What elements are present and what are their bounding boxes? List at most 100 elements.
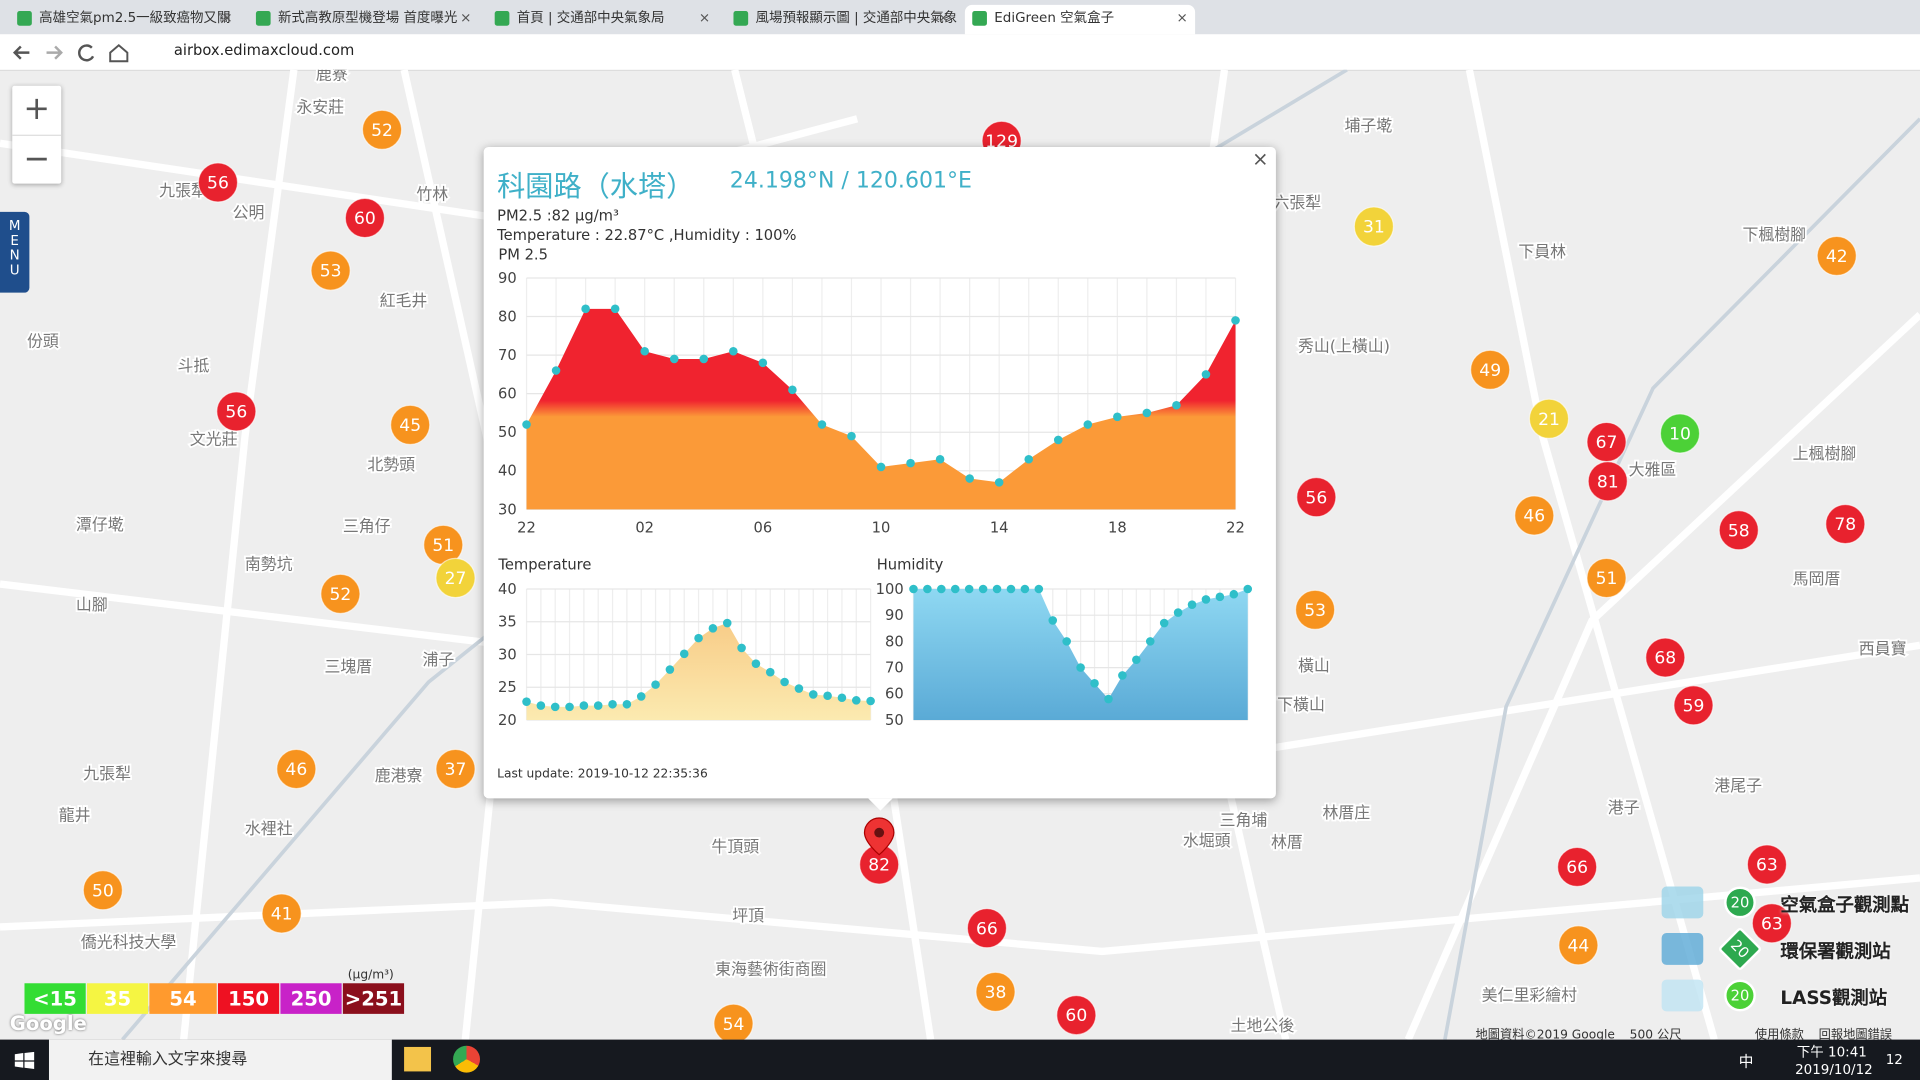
data-point [758,358,768,368]
station-marker[interactable]: 41 [261,893,302,934]
station-marker[interactable]: 63 [1751,903,1793,944]
marker-value: 60 [354,209,376,229]
data-point [1020,584,1030,594]
app-icon[interactable] [453,1045,481,1073]
nav-buttons[interactable] [10,42,132,64]
notification-count[interactable]: 12 [1885,1051,1903,1068]
marker-dot [1673,685,1714,726]
station-marker[interactable]: 38 [975,971,1016,1013]
data-point [992,584,1002,594]
station-marker[interactable]: 52 [320,573,361,615]
tab-close: × [1176,9,1188,26]
marker-value: 54 [723,1015,745,1035]
data-point [935,454,945,464]
google-logo: Google [9,1011,87,1035]
zoom-out[interactable]: − [12,134,62,185]
station-marker[interactable]: 49 [1470,349,1511,391]
data-point [1215,592,1225,602]
browser-tab[interactable]: 新式高教原型機登場 首度曝光 × [249,5,479,34]
start-button[interactable] [14,1051,35,1069]
station-marker[interactable]: 46 [1514,495,1555,536]
y-tick-label: 70 [498,347,517,364]
place-label: 土地公後 [1231,1016,1295,1035]
station-marker[interactable]: 46 [276,748,317,790]
marker-dot [1514,495,1555,536]
station-marker[interactable]: 78 [1825,503,1866,545]
station-marker[interactable]: 67 [1586,421,1627,463]
station-marker[interactable]: 66 [1556,846,1598,888]
station-marker[interactable]: 54 [713,1003,754,1040]
station-marker[interactable]: 68 [1645,637,1686,678]
browser-tab[interactable]: EdiGreen 空氣盒子 × [964,4,1196,35]
station-marker[interactable]: 56 [1296,476,1337,518]
x-tick-label: 22 [517,520,536,537]
marker-value: 49 [1479,361,1501,381]
station-marker[interactable]: 63 [1746,844,1788,885]
y-tick-label: 50 [498,424,517,441]
data-point [965,474,974,483]
marker-dot [1645,637,1686,678]
station-marker[interactable]: 82 [858,844,900,885]
close-button[interactable]: × [1252,146,1269,171]
legend-item: 150 [217,983,280,1014]
station-marker[interactable]: 66 [966,907,1008,949]
station-marker[interactable]: 81 [1587,461,1628,502]
station-marker[interactable]: 60 [344,197,386,239]
station-marker[interactable]: 60 [1056,994,1097,1036]
marker-value: 37 [445,760,467,780]
y-tick-label: 100 [876,581,904,598]
tab-title: EdiGreen 空氣盒子 [994,9,1115,26]
station-marker[interactable]: 44 [1558,925,1599,966]
station-badge: 20 [1724,886,1756,919]
station-marker[interactable]: 53 [310,250,351,291]
data-point [636,692,646,701]
data-point [808,690,818,699]
data-point [579,701,589,710]
station-marker[interactable]: 50 [82,870,124,911]
zoom-in[interactable]: + [23,90,51,128]
station-marker[interactable]: 10 [1659,413,1701,454]
station-marker[interactable]: 56 [216,391,257,432]
menu-button[interactable]: MENU [0,211,30,293]
chart-title: Temperature [498,555,592,574]
station-marker[interactable]: 51 [1586,557,1627,599]
station-marker[interactable]: 59 [1673,685,1714,726]
y-tick-label: 30 [498,646,517,663]
station-marker[interactable]: 31 [1353,206,1395,247]
data-point [1132,655,1141,665]
place-label: 浦子 [422,650,454,669]
info-popup: × 科園路（水塔） 24.198°N / 120.601°E PM2.5 :82… [483,146,1276,811]
station-marker[interactable]: 56 [197,162,239,203]
area [913,588,1248,721]
station-marker[interactable]: 53 [1294,589,1336,631]
station-marker[interactable]: 45 [390,404,431,446]
station-marker[interactable]: 52 [361,109,403,151]
place-label: 三塊厝 [324,657,372,676]
data-point [1142,408,1152,418]
search-box[interactable]: 在這裡輸入文字來搜尋 [48,1039,392,1080]
station-marker[interactable]: 37 [435,748,476,790]
x-tick-label: 18 [1108,520,1127,537]
last-update: Last update: 2019-10-12 22:35:36 [497,767,708,782]
browser-tab[interactable]: 首頁 | 交通部中央氣象局 × [487,5,717,34]
data-point [876,462,886,472]
data-point [978,584,988,594]
data-point [665,665,675,674]
station-marker[interactable]: 58 [1718,510,1759,551]
url[interactable]: airbox.edimaxcloud.com [173,41,355,59]
place-label: 秀山(上橫山) [1298,336,1390,355]
station-marker[interactable]: 42 [1816,235,1857,277]
data-point [581,304,590,314]
place-label: 上楓樹腳 [1793,444,1857,463]
station-marker[interactable]: 27 [435,557,476,599]
data-point [906,458,915,468]
browser-tab[interactable]: 高雄空氣pm2.5一級致癌物又關 × [10,5,240,34]
place-label: 九張犁 [159,181,207,200]
app-icon[interactable] [404,1046,432,1072]
browser-tab[interactable]: 風場預報顯示圖 | 交通部中央氣象 × [726,5,956,34]
station-marker[interactable]: 21 [1528,398,1570,439]
tab-title: 新式高教原型機登場 首度曝光 [277,9,458,26]
station-marker[interactable]: 51 [423,524,464,566]
marker-dot [1586,557,1627,599]
